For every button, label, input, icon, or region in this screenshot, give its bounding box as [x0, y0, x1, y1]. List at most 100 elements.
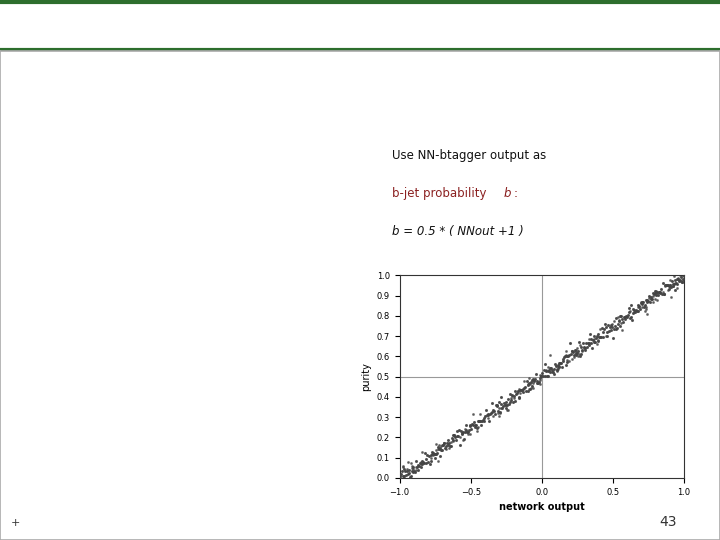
Point — [397, 472, 409, 481]
Point — [495, 404, 507, 413]
Point — [648, 289, 660, 298]
Point — [482, 410, 493, 418]
Point — [640, 305, 652, 313]
Point — [575, 350, 587, 359]
Point — [661, 281, 672, 289]
Point — [456, 429, 467, 438]
Point — [410, 462, 421, 471]
Point — [590, 334, 602, 343]
Point — [446, 438, 457, 447]
Point — [447, 436, 459, 445]
Point — [503, 395, 514, 403]
Point — [405, 472, 417, 481]
Point — [637, 298, 649, 306]
Point — [459, 428, 471, 437]
Point — [678, 272, 690, 280]
Point — [594, 333, 606, 341]
Point — [642, 296, 654, 305]
Point — [583, 339, 595, 347]
Point — [659, 282, 670, 291]
Point — [631, 306, 643, 315]
Point — [459, 424, 470, 433]
Point — [454, 433, 466, 441]
Point — [512, 387, 523, 395]
Point — [614, 312, 626, 320]
Point — [415, 458, 427, 467]
Point — [569, 346, 580, 355]
Point — [555, 359, 567, 367]
Point — [570, 351, 581, 360]
Point — [616, 315, 628, 324]
Point — [598, 333, 609, 342]
Point — [413, 462, 425, 470]
Point — [474, 417, 485, 426]
Point — [431, 449, 443, 457]
Point — [603, 327, 615, 336]
Point — [639, 301, 651, 309]
Point — [482, 410, 494, 419]
Point — [640, 303, 652, 312]
Point — [603, 320, 614, 329]
Point — [665, 293, 677, 301]
Point — [578, 343, 590, 352]
Point — [418, 458, 430, 467]
Point — [394, 472, 405, 481]
Point — [441, 442, 452, 450]
Point — [571, 348, 582, 357]
Point — [455, 427, 467, 436]
Point — [671, 279, 683, 288]
Point — [600, 331, 612, 340]
Point — [495, 400, 506, 408]
Point — [492, 407, 504, 415]
Point — [436, 440, 448, 449]
Point — [534, 376, 546, 385]
Point — [536, 372, 547, 380]
Point — [407, 464, 418, 473]
Point — [670, 279, 681, 287]
Point — [426, 448, 438, 456]
Point — [641, 309, 652, 318]
Point — [559, 352, 571, 361]
Point — [544, 368, 555, 376]
Point — [542, 372, 554, 381]
Point — [588, 335, 600, 343]
Point — [547, 368, 559, 376]
Point — [419, 449, 431, 457]
Point — [401, 467, 413, 475]
Point — [404, 465, 415, 474]
Point — [647, 298, 659, 306]
Point — [458, 435, 469, 444]
Point — [570, 349, 582, 358]
Text: b: b — [504, 187, 511, 200]
Point — [460, 426, 472, 434]
Point — [636, 298, 648, 306]
Point — [510, 390, 522, 399]
Point — [662, 282, 674, 291]
Point — [515, 388, 526, 397]
Point — [492, 401, 503, 410]
Point — [447, 431, 459, 440]
Point — [431, 450, 442, 458]
Point — [554, 362, 565, 371]
Point — [427, 450, 438, 459]
Point — [571, 343, 582, 352]
Point — [628, 305, 639, 314]
Point — [520, 386, 531, 395]
Point — [560, 347, 572, 355]
Point — [634, 302, 645, 310]
Point — [408, 467, 420, 475]
Point — [495, 409, 506, 417]
Point — [666, 276, 678, 285]
Point — [481, 411, 492, 420]
Point — [564, 338, 576, 347]
Point — [400, 471, 412, 480]
Point — [552, 366, 563, 375]
Point — [665, 283, 677, 292]
Point — [667, 282, 679, 291]
Point — [482, 414, 493, 422]
Point — [618, 313, 630, 321]
Point — [551, 366, 562, 375]
Point — [480, 405, 492, 414]
Point — [570, 347, 581, 355]
Point — [493, 404, 505, 413]
